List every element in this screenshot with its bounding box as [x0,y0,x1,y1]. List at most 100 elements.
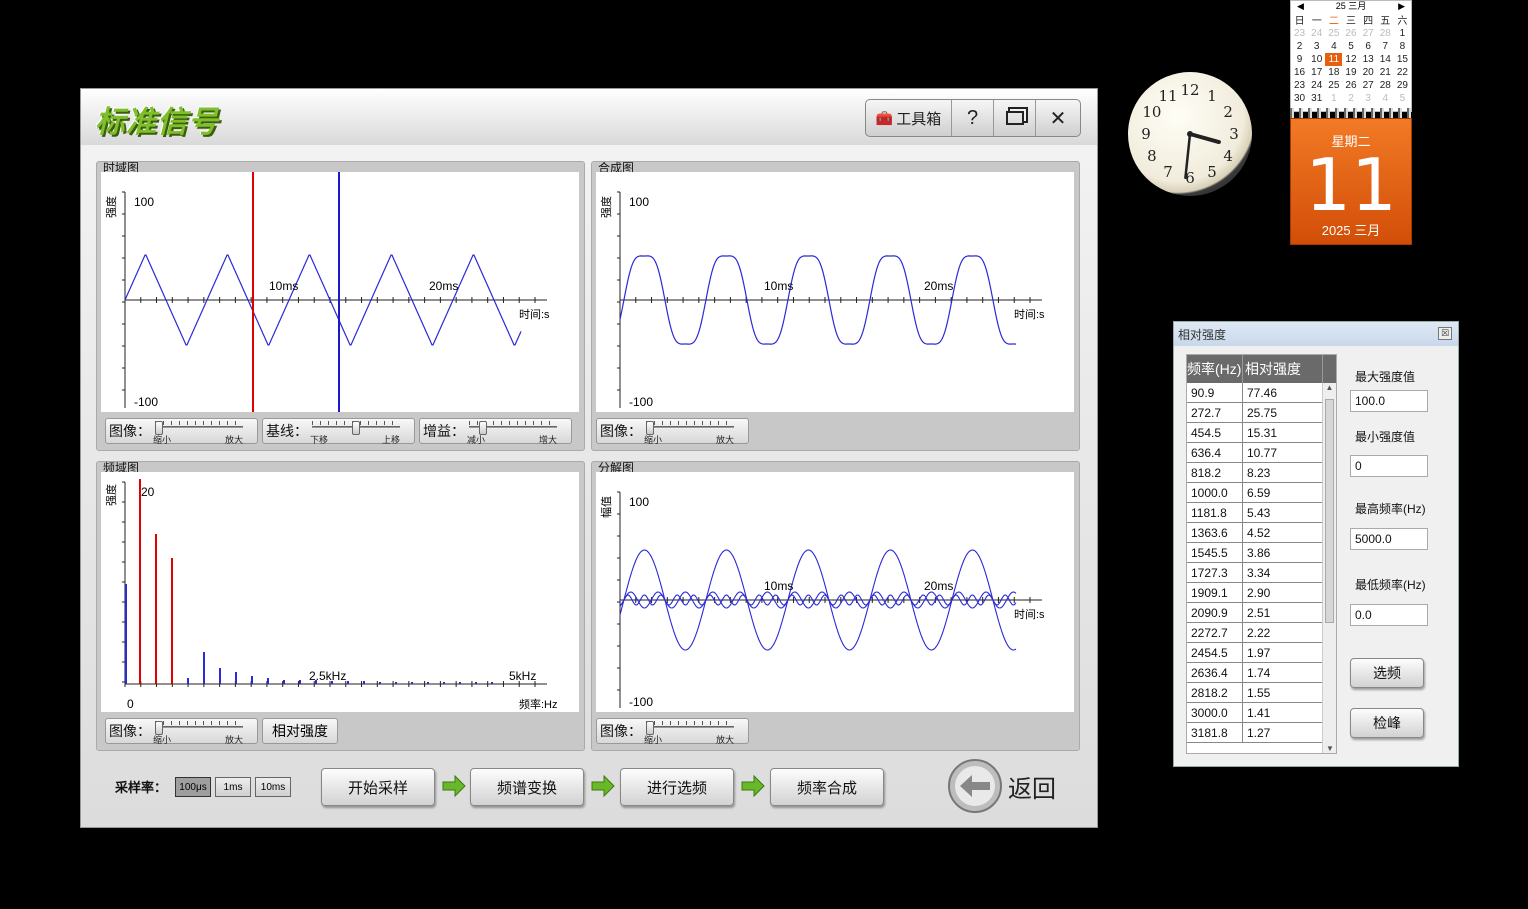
max-frequency-input[interactable]: 5000.0 [1350,528,1428,550]
frequency-select-button[interactable]: 进行选频 [620,768,734,806]
col-frequency[interactable]: 频率(Hz) [1187,355,1243,383]
intensity-row[interactable]: 2090.9 2.51 [1187,603,1336,623]
intensity-row[interactable]: 3000.0 1.41 [1187,703,1336,723]
calendar-day-cell[interactable]: 29 [1396,80,1408,91]
intensity-row[interactable]: 1181.8 5.43 [1187,503,1336,523]
slider-thumb[interactable] [646,421,654,435]
intensity-close-button[interactable]: ☒ [1438,327,1452,340]
select-frequency-button[interactable]: 选频 [1350,658,1424,688]
intensity-row[interactable]: 272.7 25.75 [1187,403,1336,423]
col-relative-intensity[interactable]: 相对强度 [1243,355,1323,383]
calendar-day-cell[interactable]: 25 [1328,28,1340,39]
calendar-month-view[interactable]: ◀ 25 三月 ▶ 日一二三四五六 23 24 25 26 27 28 1 2 3 4 5 6 7 8 9 1… [1290,0,1412,112]
calendar-day-cell[interactable]: 18 [1328,67,1340,78]
calendar-day-cell[interactable]: 22 [1396,67,1408,78]
intensity-row[interactable]: 1727.3 3.34 [1187,563,1336,583]
calendar-day-cell[interactable]: 11 [1325,53,1343,66]
time-zoom-slider[interactable]: 缩小 放大 [153,420,245,445]
start-sampling-button[interactable]: 开始采样 [321,768,435,806]
intensity-row[interactable]: 2818.2 1.55 [1187,683,1336,703]
calendar-day-cell[interactable]: 24 [1311,28,1323,39]
calendar-day-cell[interactable]: 30 [1294,93,1306,104]
gain-slider[interactable]: 减小 增大 [467,420,559,445]
calendar-day-cell[interactable]: 21 [1379,67,1391,78]
calendar-day-cell[interactable]: 13 [1362,54,1374,65]
relative-intensity-button[interactable]: 相对强度 [262,718,338,744]
decomp-zoom-slider[interactable]: 缩小 放大 [644,720,736,745]
spectrum-transform-button[interactable]: 频谱变换 [470,768,584,806]
calendar-day-cell[interactable]: 20 [1362,67,1374,78]
calendar-day-cell[interactable]: 16 [1294,67,1306,78]
slider-thumb[interactable] [352,421,360,435]
intensity-row[interactable]: 1909.1 2.90 [1187,583,1336,603]
intensity-row[interactable]: 3181.8 1.27 [1187,723,1336,743]
calendar-day-cell[interactable]: 27 [1362,28,1374,39]
intensity-row[interactable]: 2272.7 2.22 [1187,623,1336,643]
rate-1ms-button[interactable]: 1ms [215,777,251,797]
calendar-day-cell[interactable]: 15 [1396,54,1408,65]
close-button[interactable]: ✕ [1049,107,1067,130]
frequency-synthesis-button[interactable]: 频率合成 [770,768,884,806]
calendar-day-cell[interactable]: 14 [1379,54,1391,65]
intensity-row[interactable]: 2454.5 1.97 [1187,643,1336,663]
intensity-row[interactable]: 454.5 15.31 [1187,423,1336,443]
calendar-day-cell[interactable]: 2 [1296,41,1303,52]
slider-thumb[interactable] [155,421,163,435]
intensity-row[interactable]: 1545.5 3.86 [1187,543,1336,563]
calendar-day-cell[interactable]: 2 [1348,93,1354,104]
time-domain-plot[interactable]: 强度 100 -100 10ms 20ms 时间:s [101,172,579,412]
calendar-day-cell[interactable]: 28 [1379,80,1391,91]
calendar-day-cell[interactable]: 25 [1328,80,1340,91]
calendar-day-cell[interactable]: 19 [1345,67,1357,78]
slider-thumb[interactable] [155,721,163,735]
intensity-scrollbar[interactable]: ▲ ▼ [1322,383,1336,753]
calendar-day-cell[interactable]: 1 [1399,28,1406,39]
intensity-row[interactable]: 90.9 77.46 [1187,383,1336,403]
calendar-day-cell[interactable]: 4 [1331,41,1337,52]
restore-button[interactable] [994,100,1036,136]
frequency-plot[interactable]: 强度 20 0 2.5kHz 5kHz 频率:Hz [101,472,579,712]
back-button[interactable]: 返回 [946,757,1056,815]
freq-zoom-slider[interactable]: 缩小 放大 [153,720,245,745]
synthesis-plot[interactable]: 强度 100 -100 10ms 20ms 时间:s [596,172,1074,412]
intensity-row[interactable]: 1000.0 6.59 [1187,483,1336,503]
calendar-day-cell[interactable]: 17 [1311,67,1323,78]
intensity-row[interactable]: 636.4 10.77 [1187,443,1336,463]
rate-100us-button[interactable]: 100μs [175,777,211,797]
calendar-day-cell[interactable]: 27 [1362,80,1374,91]
intensity-row[interactable]: 2636.4 1.74 [1187,663,1336,683]
calendar-day-cell[interactable]: 10 [1311,54,1323,65]
baseline-slider[interactable]: 下移 上移 [310,420,402,445]
min-intensity-input[interactable]: 0 [1350,455,1428,477]
calendar-day-cell[interactable]: 4 [1382,93,1389,104]
calendar-day-cell[interactable]: 3 [1313,41,1320,52]
synth-zoom-slider[interactable]: 缩小 放大 [644,420,736,445]
rate-10ms-button[interactable]: 10ms [255,777,291,797]
calendar-day-cell[interactable]: 7 [1382,41,1389,52]
slider-thumb[interactable] [646,721,654,735]
decomposition-plot[interactable]: 幅值 100 -100 10ms 20ms 时间:s [596,472,1074,712]
calendar-day-cell[interactable]: 9 [1296,54,1303,65]
calendar-day-cell[interactable]: 26 [1345,80,1357,91]
calendar-day-cell[interactable]: 6 [1365,41,1371,52]
next-month-icon[interactable]: ▶ [1398,1,1405,11]
help-button[interactable]: ? [952,100,994,136]
calendar-day-cell[interactable]: 26 [1345,28,1357,39]
prev-month-icon[interactable]: ◀ [1297,1,1304,11]
intensity-row[interactable]: 1363.6 4.52 [1187,523,1336,543]
peak-detect-button[interactable]: 检峰 [1350,708,1424,738]
calendar-day-cell[interactable]: 23 [1294,80,1306,91]
scroll-thumb[interactable] [1325,399,1334,623]
slider-thumb[interactable] [479,421,487,435]
calendar-day-cell[interactable]: 1 [1331,93,1337,104]
min-frequency-input[interactable]: 0.0 [1350,604,1428,626]
calendar-day-cell[interactable]: 28 [1379,28,1391,39]
calendar-day-cell[interactable]: 8 [1399,41,1406,52]
clock-gadget[interactable]: 1 2 3 4 5 6 7 8 9 10 11 12 [1128,72,1252,196]
calendar-day-cell[interactable]: 3 [1365,93,1371,104]
calendar-day-cell[interactable]: 24 [1311,80,1323,91]
calendar-day-cell[interactable]: 23 [1294,28,1306,39]
calendar-day-cell[interactable]: 31 [1311,93,1323,104]
calendar-day-cell[interactable]: 5 [1348,41,1354,52]
calendar-day-cell[interactable]: 5 [1399,93,1406,104]
